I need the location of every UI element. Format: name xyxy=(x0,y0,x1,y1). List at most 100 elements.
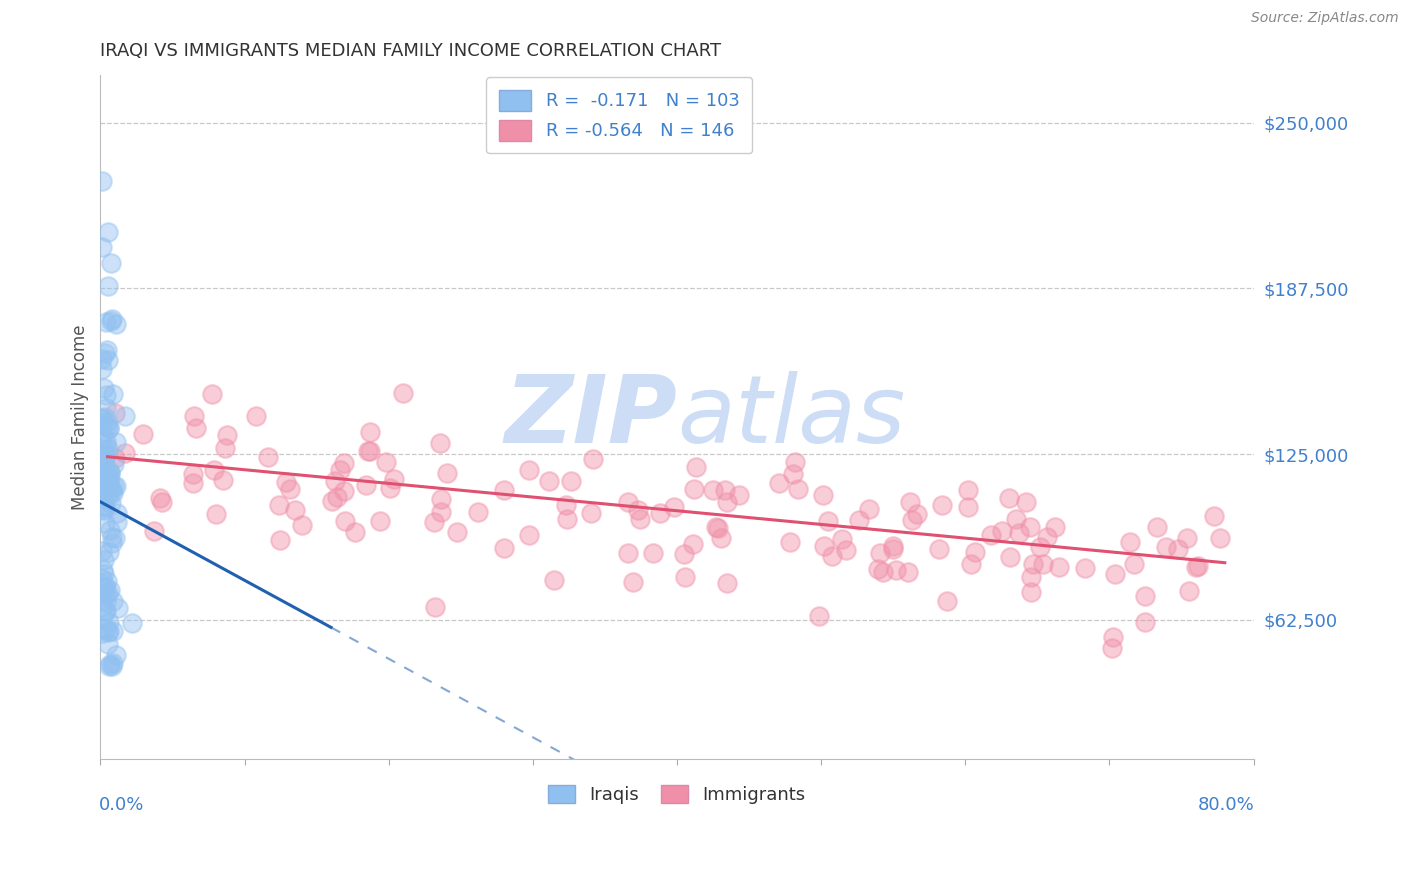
Point xyxy=(96,480,118,494)
Point xyxy=(94,481,117,495)
Point xyxy=(621,575,644,590)
Point xyxy=(813,539,835,553)
Point xyxy=(98,421,121,435)
Point xyxy=(1167,542,1189,557)
Point xyxy=(105,648,128,662)
Point xyxy=(269,533,291,548)
Point xyxy=(1135,589,1157,603)
Point xyxy=(94,346,117,360)
Point xyxy=(212,473,235,487)
Point xyxy=(97,469,120,483)
Point xyxy=(1021,558,1043,572)
Point xyxy=(869,546,891,560)
Point xyxy=(616,495,638,509)
Point xyxy=(98,615,121,630)
Point xyxy=(905,507,928,521)
Point xyxy=(143,524,166,538)
Text: ZIP: ZIP xyxy=(505,371,676,463)
Point xyxy=(101,484,124,499)
Point xyxy=(150,495,173,509)
Point xyxy=(98,477,121,491)
Point xyxy=(356,477,378,491)
Point xyxy=(333,483,356,498)
Point xyxy=(710,531,733,545)
Point xyxy=(204,507,226,521)
Point xyxy=(97,624,120,638)
Point xyxy=(1135,615,1157,629)
Point xyxy=(779,534,801,549)
Point xyxy=(91,501,114,516)
Point xyxy=(1184,560,1206,574)
Point xyxy=(617,546,640,560)
Point xyxy=(467,505,489,519)
Point xyxy=(517,463,540,477)
Point xyxy=(114,409,136,423)
Point xyxy=(101,535,124,549)
Point xyxy=(673,547,696,561)
Point xyxy=(783,454,806,468)
Point xyxy=(991,524,1014,538)
Point xyxy=(94,586,117,600)
Point xyxy=(1208,531,1230,545)
Point xyxy=(560,474,582,488)
Point xyxy=(97,585,120,599)
Point xyxy=(1015,495,1038,509)
Point xyxy=(956,483,979,497)
Point xyxy=(96,315,118,329)
Point xyxy=(201,387,224,401)
Point xyxy=(1036,530,1059,544)
Point xyxy=(517,528,540,542)
Point xyxy=(105,506,128,520)
Point xyxy=(436,467,458,481)
Point xyxy=(685,459,707,474)
Point xyxy=(882,539,904,553)
Point xyxy=(1122,557,1144,571)
Point xyxy=(97,442,120,457)
Point xyxy=(215,428,238,442)
Point xyxy=(93,553,115,567)
Point xyxy=(121,615,143,630)
Point xyxy=(105,317,128,331)
Point xyxy=(713,483,735,498)
Point xyxy=(683,482,706,496)
Point xyxy=(98,582,121,597)
Point xyxy=(90,487,112,501)
Point xyxy=(105,479,128,493)
Point xyxy=(959,558,981,572)
Point xyxy=(1000,549,1022,564)
Point xyxy=(149,491,172,506)
Point xyxy=(257,450,280,464)
Point xyxy=(103,593,125,607)
Point xyxy=(1104,567,1126,582)
Point xyxy=(100,480,122,494)
Point xyxy=(90,410,112,425)
Point xyxy=(627,503,650,517)
Point xyxy=(831,532,853,546)
Point xyxy=(673,570,696,584)
Point xyxy=(105,515,128,529)
Point xyxy=(98,421,121,435)
Point xyxy=(181,467,204,481)
Point xyxy=(93,582,115,596)
Point xyxy=(1032,558,1054,572)
Point xyxy=(682,537,704,551)
Point xyxy=(114,446,136,460)
Point xyxy=(97,474,120,488)
Point xyxy=(956,500,979,514)
Point xyxy=(333,514,356,528)
Point xyxy=(93,499,115,513)
Point xyxy=(93,442,115,457)
Point xyxy=(94,516,117,530)
Point xyxy=(1119,535,1142,549)
Point xyxy=(446,524,468,539)
Point xyxy=(998,491,1021,505)
Point xyxy=(323,474,346,488)
Point xyxy=(105,434,128,449)
Point xyxy=(554,498,576,512)
Point xyxy=(284,503,307,517)
Point xyxy=(100,256,122,270)
Point xyxy=(811,488,834,502)
Point xyxy=(90,451,112,466)
Point xyxy=(928,541,950,556)
Point xyxy=(98,466,121,480)
